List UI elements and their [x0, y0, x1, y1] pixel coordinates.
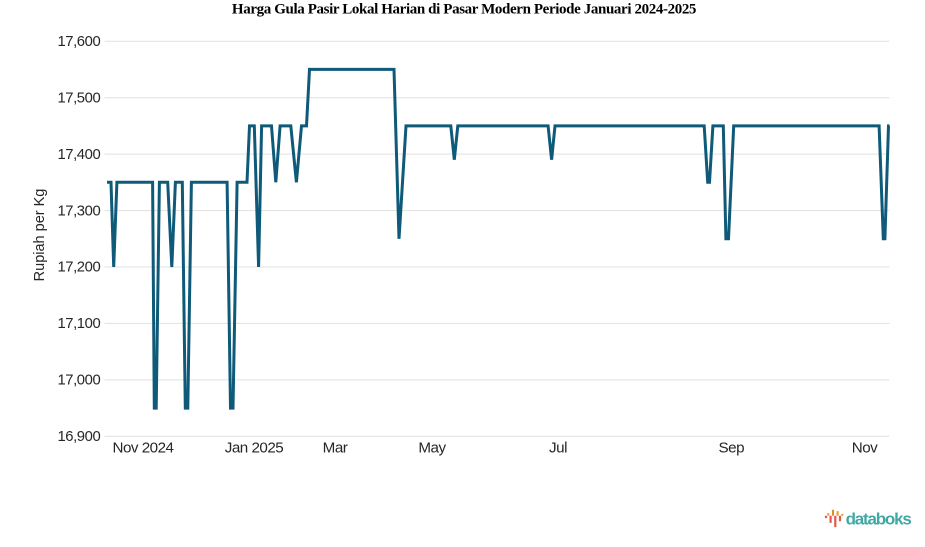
svg-text:17,000: 17,000 [57, 373, 100, 389]
svg-text:Nov: Nov [852, 440, 878, 457]
svg-text:16,900: 16,900 [57, 429, 100, 445]
svg-text:databoks: databoks [846, 510, 912, 529]
svg-text:17,300: 17,300 [57, 203, 100, 219]
svg-text:Mar: Mar [323, 440, 348, 457]
svg-text:17,400: 17,400 [57, 147, 100, 163]
svg-text:17,200: 17,200 [57, 260, 100, 276]
svg-text:Nov 2024: Nov 2024 [112, 440, 173, 457]
svg-text:17,100: 17,100 [57, 316, 100, 332]
svg-text:Jan 2025: Jan 2025 [225, 440, 284, 457]
svg-text:17,600: 17,600 [57, 34, 100, 50]
svg-text:Rupiah per Kg: Rupiah per Kg [32, 189, 48, 282]
svg-text:Sep: Sep [719, 440, 745, 457]
svg-text:Jul: Jul [549, 440, 567, 457]
svg-text:Harga Gula Pasir Lokal Harian: Harga Gula Pasir Lokal Harian di Pasar M… [232, 1, 696, 17]
svg-text:17,500: 17,500 [57, 90, 100, 106]
svg-text:May: May [418, 440, 446, 457]
